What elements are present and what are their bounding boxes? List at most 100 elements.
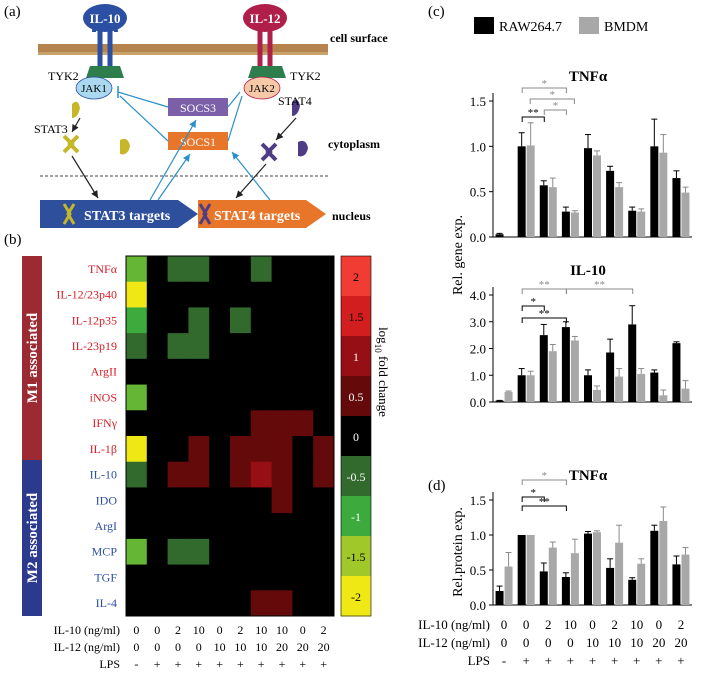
heatmap-cell (271, 384, 293, 411)
heatmap-row-label: MCP (92, 545, 118, 559)
chart-x-value: 20 (652, 635, 665, 650)
chart-x-value: 10 (630, 617, 643, 632)
chart-x-row-label: IL-12 (ng/ml) (418, 635, 490, 650)
chart-x-value: 2 (545, 617, 552, 632)
heatmap-x-row-label: IL-10 (ng/ml) (54, 623, 120, 637)
significance-bracket (521, 305, 545, 311)
group-label-m1: M1 associated (25, 312, 41, 403)
chart-x-value: 0 (501, 617, 508, 632)
cytoplasm-label: cytoplasm (328, 137, 380, 151)
cell-membrane (38, 44, 328, 52)
heatmap-cell (126, 358, 148, 385)
heatmap-cell (271, 487, 293, 514)
heatmap-cell (250, 564, 272, 591)
bar (570, 340, 579, 402)
heatmap-cell (292, 256, 314, 283)
heatmap-cell (126, 410, 148, 437)
heatmap-cell (313, 333, 335, 360)
heatmap-x-value: + (258, 657, 265, 671)
colorbar-tick-label: 0.5 (349, 390, 364, 404)
significance-marker: ** (539, 308, 550, 320)
stat4-monomer-icon (292, 99, 300, 116)
il10-ligand-label: IL-10 (89, 11, 120, 26)
heatmap-cell (146, 256, 168, 283)
y-tick-label: 0.0 (470, 598, 486, 613)
heatmap-cell (209, 590, 231, 617)
legend-label: BMDM (604, 20, 649, 35)
chart-title: TNFα (569, 69, 608, 85)
significance-bracket (521, 116, 545, 122)
heatmap-cell (271, 538, 293, 565)
heatmap-cell (146, 410, 168, 437)
heatmap-cell (292, 384, 314, 411)
heatmap-cell (188, 590, 210, 617)
heatmap-cell (271, 307, 293, 334)
heatmap-cell (230, 564, 252, 591)
heatmap-cell (313, 281, 335, 308)
y-tick-label: 4.0 (470, 288, 486, 303)
colorbar-tick-label: 1.5 (349, 310, 364, 324)
heatmap-cell (188, 538, 210, 565)
heatmap-cell (146, 358, 168, 385)
stat3-monomer-icon (72, 101, 80, 118)
panel-label-b: (b) (4, 232, 22, 248)
significance-marker: ** (539, 496, 550, 508)
inhibit-line-socs1-jak1 (119, 95, 169, 142)
panel-label-a: (a) (4, 4, 21, 20)
heatmap-cell (188, 307, 210, 334)
heatmap-cell (250, 487, 272, 514)
y-tick-label: 1.0 (470, 528, 486, 543)
bar (681, 192, 690, 237)
heatmap-cell (126, 461, 148, 488)
heatmap-cell (209, 333, 231, 360)
colorbar-tick-label: -1 (351, 510, 361, 524)
chart-x-value: + (677, 653, 684, 668)
y-tick-label: 0.5 (470, 185, 486, 200)
heatmap-x-value: 2 (321, 623, 327, 637)
significance-marker: * (542, 78, 548, 90)
heatmap-cell (209, 564, 231, 591)
inhibit-line-socs3-jak1 (117, 91, 169, 108)
chart-x-value: 10 (586, 635, 599, 650)
heatmap-cell (146, 513, 168, 540)
colorbar-title: log10 fold change (373, 327, 391, 417)
heatmap-cell (292, 590, 314, 617)
heatmap-x-value: 10 (234, 640, 246, 654)
bar (606, 567, 615, 605)
inhibit-line-socs1-jak2 (227, 95, 243, 142)
heatmap-cell (126, 590, 148, 617)
colorbar-tick-label: 2 (353, 270, 359, 284)
heatmap-cell (167, 461, 189, 488)
heatmap-cell (271, 513, 293, 540)
heatmap-cell (167, 384, 189, 411)
heatmap-x-value: + (279, 657, 286, 671)
bar (659, 152, 668, 237)
chart-x-value: - (502, 653, 506, 668)
heatmap-cell (167, 410, 189, 437)
bar (659, 521, 668, 605)
bar (672, 178, 681, 237)
significance-marker: ** (594, 279, 605, 291)
bar (637, 211, 646, 237)
heatmap-cell (292, 307, 314, 334)
heatmap-cell (313, 410, 335, 437)
chart-x-value: + (522, 653, 529, 668)
heatmap-cell (209, 461, 231, 488)
heatmap-cell (250, 410, 272, 437)
significance-marker: ** (528, 107, 539, 119)
heatmap-cell (126, 256, 148, 283)
heatmap-cell (209, 281, 231, 308)
heatmap-x-value: 2 (175, 623, 181, 637)
significance-bracket (521, 496, 545, 502)
heatmap-cell (292, 358, 314, 385)
bar (561, 211, 570, 237)
heatmap-cell (126, 307, 148, 334)
colorbar-title-sub: 10 (373, 344, 383, 354)
heatmap-cell (230, 281, 252, 308)
chart-x-value: + (633, 653, 640, 668)
heatmap-x-value: + (299, 657, 306, 671)
il10-ligand (83, 4, 127, 32)
legend: RAW264.7 BMDM (474, 17, 649, 35)
bar (672, 564, 681, 605)
